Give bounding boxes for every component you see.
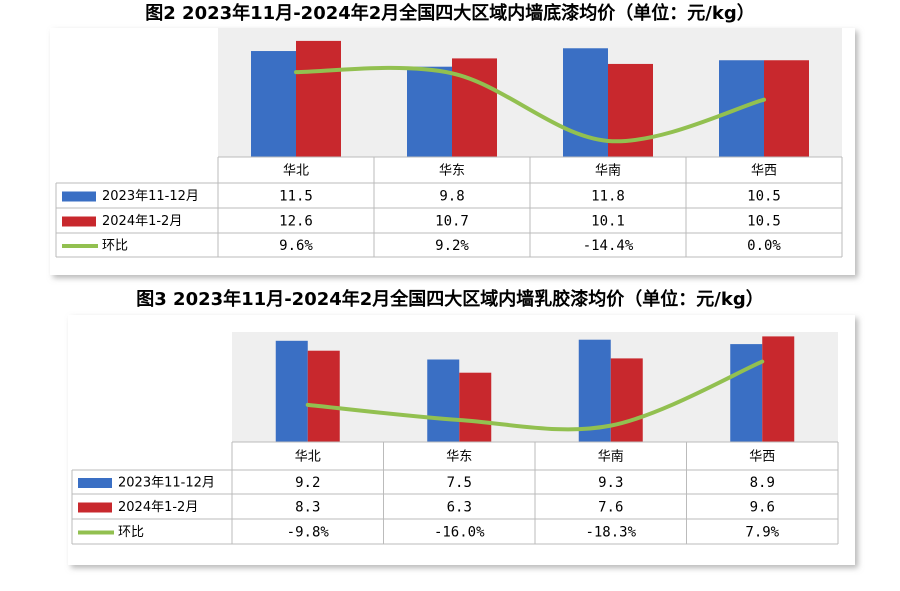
category-label: 华东 [439,164,465,179]
legend-swatch [62,191,96,202]
category-label: 华西 [751,164,777,179]
table-value: -14.4% [583,238,634,254]
bar [296,40,341,157]
table-value: 7.6 [598,500,623,516]
category-label: 华西 [749,450,775,465]
table-value: 8.9 [750,475,775,491]
legend-label: 2023年11-12月 [102,189,199,204]
table-value: 9.2 [295,475,320,491]
table-value: 10.7 [435,214,469,230]
table-value: 10.1 [591,214,625,230]
legend-swatch [62,216,96,227]
table-value: 9.8 [439,189,464,205]
table-value: 9.6% [279,238,313,254]
table-value: 0.0% [747,238,781,254]
bar [251,51,296,157]
bar [307,350,340,442]
chart-title: 图3 2023年11月-2024年2月全国四大区域内墙乳胶漆均价（单位：元/kg… [136,288,763,310]
bar [427,359,460,442]
bar [459,372,492,442]
bar [762,336,795,442]
line-series [305,359,765,432]
table-value: 11.5 [279,189,313,205]
category-label: 华北 [295,450,321,465]
table-value: 11.8 [591,189,625,205]
line-series [294,65,766,144]
bar [764,60,809,157]
table-value: 8.3 [295,500,320,516]
table-value: -16.0% [434,525,485,541]
chart-title: 图2 2023年11月-2024年2月全国四大区域内墙底漆均价（单位：元/kg） [145,2,754,24]
table-value: 12.6 [279,214,313,230]
table-value: 9.6 [750,500,775,516]
table-value: 9.3 [598,475,623,491]
table-value: 7.9% [745,525,779,541]
bar [730,344,763,442]
bar [275,340,308,442]
table-value: 7.5 [447,475,472,491]
table-value: 10.5 [747,214,781,230]
legend-label: 环比 [118,525,144,540]
legend-label: 2024年1-2月 [118,500,198,515]
category-label: 华北 [283,164,309,179]
category-label: 华南 [598,449,624,465]
table-value: -9.8% [287,525,330,541]
table-value: 10.5 [747,189,781,205]
category-label: 华南 [595,163,621,179]
table-value: 6.3 [447,500,472,516]
category-label: 华东 [446,450,472,465]
table-value: -18.3% [585,525,636,541]
legend-swatch [78,502,112,513]
bar [407,66,452,157]
table-value: 9.2% [435,238,469,254]
legend-label: 环比 [102,239,128,254]
legend-label: 2023年11-12月 [118,476,215,491]
legend-label: 2024年1-2月 [102,214,182,229]
legend-swatch [78,478,112,488]
bar [610,358,643,442]
